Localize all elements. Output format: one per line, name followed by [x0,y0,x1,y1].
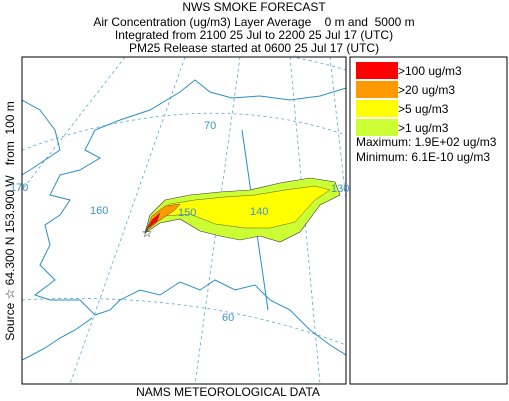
plume-2 [149,185,331,229]
grid-label: 160 [90,205,108,217]
legend-label: >20 ug/m3 [398,83,455,97]
source-label: Source ☆ 64.300 N 153.900 W from 100 m [3,101,17,341]
grid-label: 130 [331,183,349,195]
map-frame [21,56,347,385]
longitude-line [329,57,346,201]
subtitle: PM25 Release started at 0600 25 Jul 17 (… [129,41,379,55]
coastline [33,79,346,356]
subtitle: Integrated from 2100 25 Jul to 2200 25 J… [115,28,393,42]
minimum: Minimum: 6.1E-10 ug/m3 [356,150,490,164]
source-star: ☆ [142,226,153,240]
plume-3 [145,203,181,232]
longitude-line [22,57,126,191]
latitude-line [22,298,346,346]
legend-swatch [356,62,398,79]
plume-4 [146,212,161,230]
legend-swatch [356,81,398,98]
map: ☆ [21,56,347,385]
legend-frame [349,56,508,385]
grid-label: 140 [250,206,268,218]
latitude-line [22,112,346,151]
title: NWS SMOKE FORECAST [182,0,326,14]
latitude-line [100,57,346,71]
maximum: Maximum: 1.9E+02 ug/m3 [356,135,497,149]
grid-label: 170 [10,182,28,194]
grid-label: 60 [222,312,234,324]
longitude-line [194,57,241,384]
footer: NAMS METEOROLOGICAL DATA [136,385,320,399]
subtitle: Air Concentration (ug/m3) Layer Average … [93,15,414,29]
legend-swatch [356,100,398,117]
grid-label: 70 [204,120,216,132]
legend-label: >1 ug/m3 [398,121,449,135]
legend-swatch [356,119,398,136]
coastline [22,317,93,361]
longitude-line [69,57,186,384]
legend-label: >100 ug/m3 [398,64,462,78]
grid-label: 150 [178,207,196,219]
legend-label: >5 ug/m3 [398,102,449,116]
coastline [22,99,61,176]
